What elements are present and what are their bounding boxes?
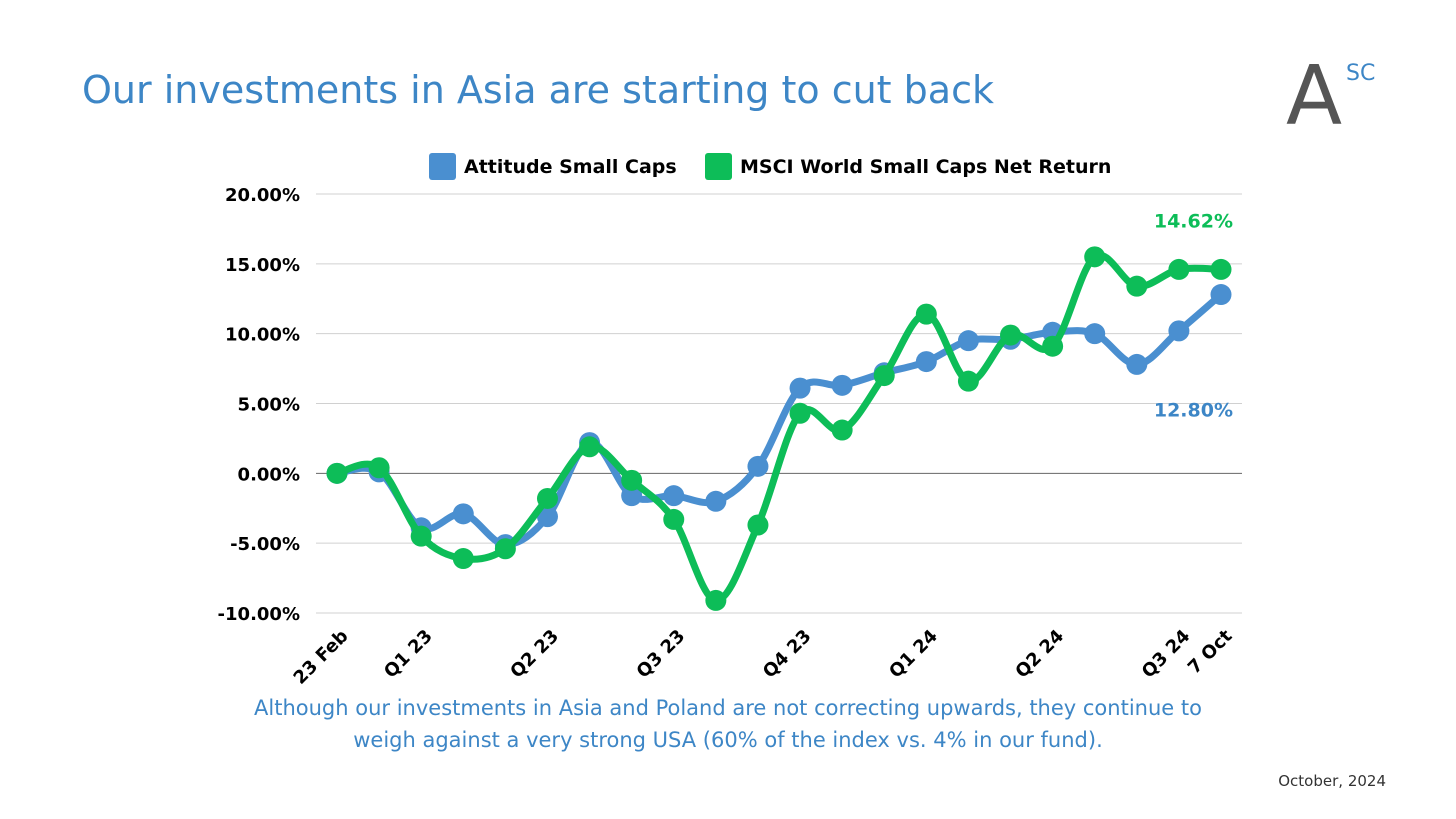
data-point [1168,320,1190,342]
y-tick-label: 15.00% [225,255,300,276]
series-msci [326,246,1232,611]
line-chart: Attitude Small Caps MSCI World Small Cap… [218,153,1242,689]
y-tick-label: 0.00% [238,464,300,485]
chart-legend: Attitude Small Caps MSCI World Small Cap… [429,153,1111,180]
x-tick-label: Q4 23 [759,626,816,683]
data-point [705,490,727,512]
x-tick-label: 7 Oct [1184,625,1237,678]
x-tick-label: Q3 23 [633,626,690,683]
x-axis: 23 Feb Q1 23 Q2 23 Q3 23 Q4 23 Q1 24 Q2 24 Q3 2… [290,625,1237,688]
data-point [494,538,516,560]
data-point [410,525,432,547]
x-tick-label: Q1 24 [885,626,942,683]
end-label-msci: 14.62% [1154,210,1233,232]
data-point [747,514,769,536]
x-tick-label: Q1 23 [380,626,437,683]
end-label-attitude: 12.80% [1154,400,1233,422]
y-tick-label: -5.00% [230,534,300,555]
data-point [831,374,853,396]
logo-superscript: SC [1346,61,1375,86]
data-point [957,330,979,352]
logo-letter: A [1286,52,1342,132]
data-point [1126,275,1148,297]
data-point [1000,324,1022,346]
data-point [1210,284,1232,306]
data-point [663,485,685,507]
x-tick-label: Q2 24 [1011,626,1068,683]
data-point [789,377,811,399]
data-point [452,548,474,570]
data-point [368,457,390,479]
data-point [1126,353,1148,375]
data-point [831,419,853,441]
data-point [1168,258,1190,280]
series-line [333,251,1225,604]
data-point [1042,335,1064,357]
data-point [663,508,685,530]
chart-caption: Although our investments in Asia and Pol… [254,696,1202,752]
legend-swatch-msci [705,153,732,180]
date-label: October, 2024 [1278,772,1386,790]
y-tick-label: -10.00% [218,604,300,625]
legend-label-msci: MSCI World Small Caps Net Return [740,156,1111,178]
page-title: Our investments in Asia are starting to … [82,68,994,112]
data-point [747,455,769,477]
series-line [333,291,1225,549]
series-layer [326,246,1232,611]
legend-swatch-attitude [429,153,456,180]
data-point [326,462,348,484]
data-point [1084,323,1106,345]
data-point [957,370,979,392]
data-point [1084,246,1106,268]
x-tick-label: 23 Feb [290,626,353,689]
company-logo: A SC [1284,49,1384,144]
series-attitude [326,284,1232,556]
x-tick-label: Q3 24 [1138,626,1195,683]
data-point [915,351,937,373]
data-point [1210,258,1232,280]
data-point [579,436,601,458]
y-tick-label: 5.00% [238,395,300,416]
y-axis: 20.00% 15.00% 10.00% 5.00% 0.00% -5.00% -10.00… [218,185,300,625]
data-point [873,365,895,387]
data-point [915,303,937,325]
data-point [536,487,558,509]
data-point [536,506,558,528]
y-tick-label: 10.00% [225,325,300,346]
x-tick-label: Q2 23 [506,626,563,683]
data-point [705,589,727,611]
data-point [789,402,811,424]
y-tick-label: 20.00% [225,185,300,206]
data-point [621,485,643,507]
legend-label-attitude: Attitude Small Caps [464,156,677,178]
data-point [621,469,643,491]
data-point [452,503,474,525]
